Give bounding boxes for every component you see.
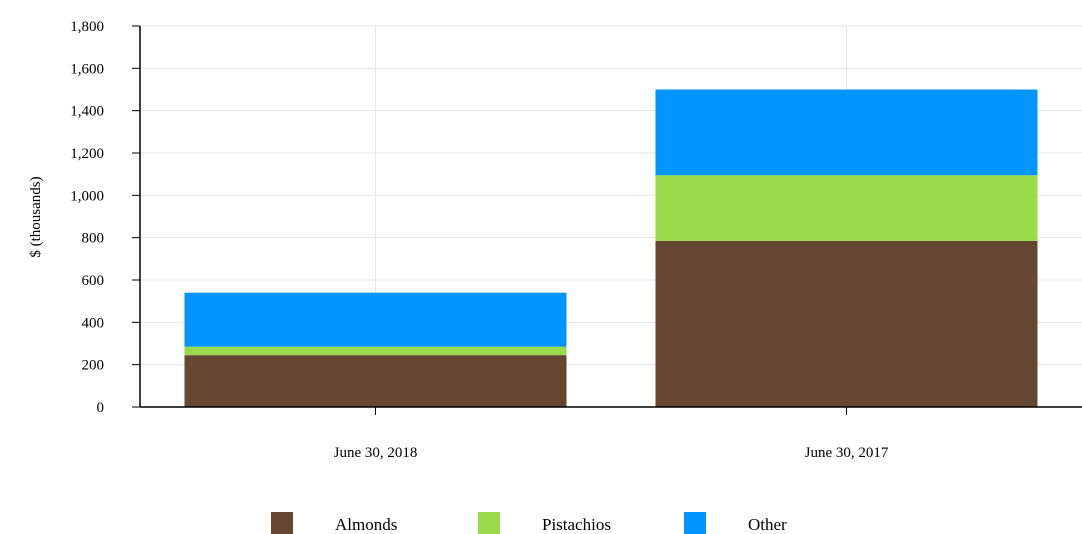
bar-almonds-0	[184, 355, 567, 407]
bar-pistachios-1	[655, 175, 1038, 241]
legend-label-other: Other	[748, 515, 787, 534]
y-tick-label: 1,600	[70, 61, 104, 77]
y-tick-label: 0	[97, 400, 105, 416]
y-tick-label: 1,400	[70, 104, 104, 120]
y-tick-label: 800	[82, 231, 105, 247]
y-tick-label: 1,800	[70, 19, 104, 35]
y-tick-label: 1,000	[70, 188, 104, 204]
x-tick-label: June 30, 2018	[334, 445, 418, 461]
legend: Almonds Pistachios Other	[271, 512, 787, 534]
y-tick-label: 1,200	[70, 146, 104, 162]
bar-almonds-1	[655, 240, 1038, 407]
legend-label-pistachios: Pistachios	[542, 515, 611, 534]
legend-swatch-pistachios	[478, 512, 500, 534]
bar-pistachios-0	[184, 346, 567, 356]
y-tick-label: 400	[82, 315, 105, 331]
legend-swatch-almonds	[271, 512, 293, 534]
x-tick-labels: June 30, 2018 June 30, 2017	[334, 407, 889, 461]
y-axis-label: $ (thousands)	[28, 176, 44, 257]
bars	[184, 89, 1038, 407]
y-tick-label: 200	[82, 358, 105, 374]
bar-other-1	[655, 89, 1038, 176]
bar-other-0	[184, 292, 567, 347]
legend-swatch-other	[684, 512, 706, 534]
legend-label-almonds: Almonds	[335, 515, 397, 534]
axes	[139, 26, 1082, 408]
x-tick-label: June 30, 2017	[805, 445, 889, 461]
y-tick-label: 600	[82, 273, 105, 289]
y-tick-labels: 0 200 400 600 800 1,000 1,200 1,400 1,600 1,800	[70, 19, 140, 416]
